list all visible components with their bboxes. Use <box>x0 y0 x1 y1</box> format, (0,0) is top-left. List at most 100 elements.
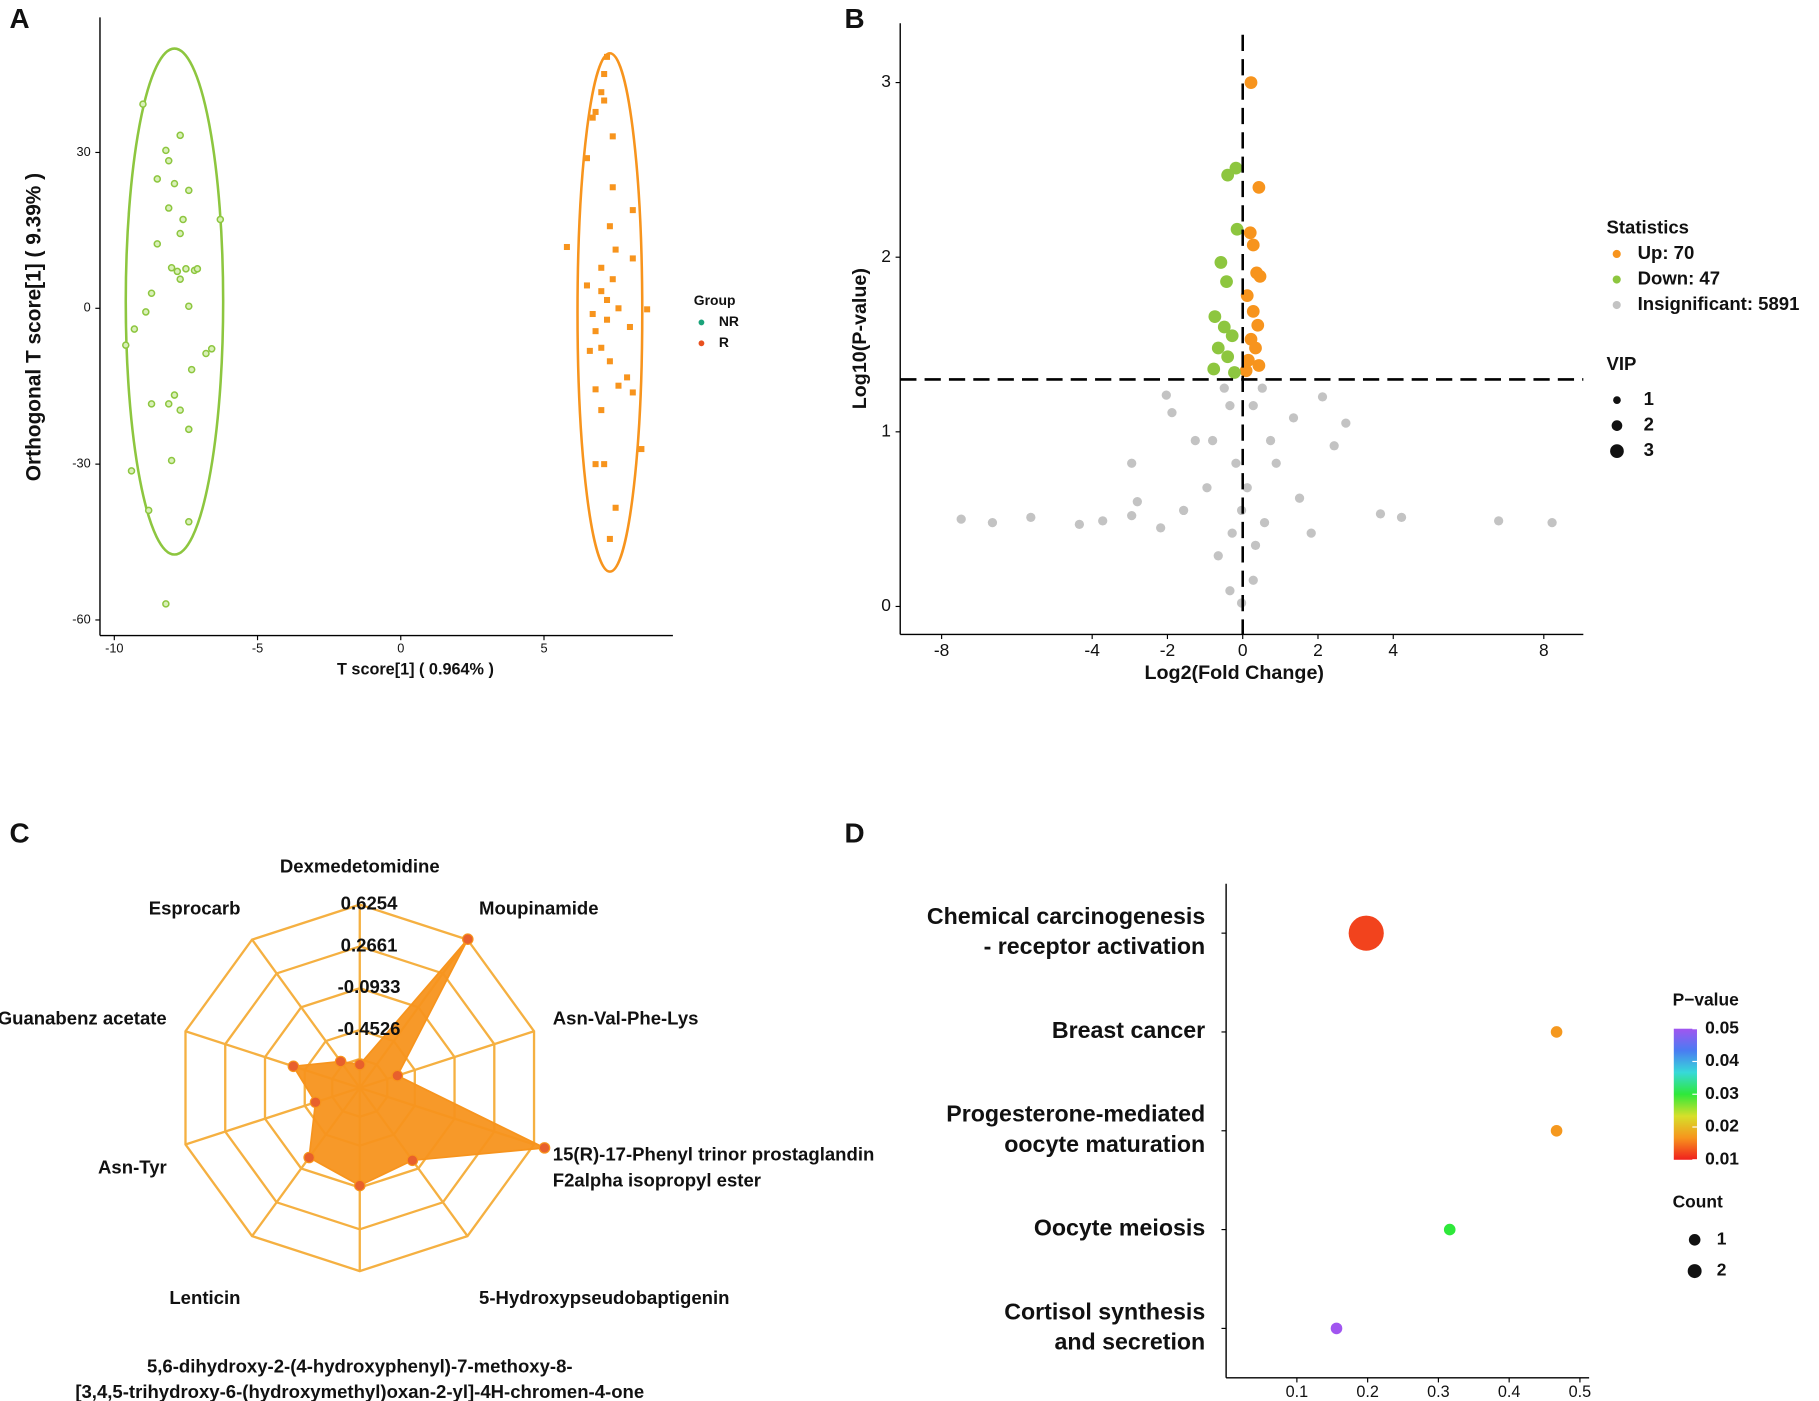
point <box>1167 407 1177 418</box>
point <box>173 267 182 276</box>
point <box>1156 523 1166 533</box>
point <box>1208 310 1222 323</box>
legend-swatch <box>1612 300 1621 310</box>
category-label: Cortisol synthesis and secretion <box>1004 1298 1205 1354</box>
y-tick-label: 0 <box>881 595 891 615</box>
point <box>601 97 608 104</box>
point <box>601 71 608 78</box>
point <box>1225 329 1239 343</box>
point <box>176 131 184 140</box>
category-label: Dexmedetomidine <box>280 855 440 876</box>
x-tick-label: -2 <box>1160 640 1175 660</box>
point <box>1288 413 1299 423</box>
radar-point <box>287 1060 300 1073</box>
point <box>598 288 605 295</box>
x-tick-label: 8 <box>1539 640 1549 660</box>
x-tick-label: 0.2 <box>1356 1383 1379 1401</box>
point <box>604 296 611 303</box>
point <box>164 204 173 212</box>
legend-swatch <box>698 319 705 326</box>
panel-label: C <box>10 817 30 848</box>
category-label: Asn-Tyr <box>98 1156 167 1177</box>
y-tick-label: 30 <box>77 144 91 159</box>
radar-point <box>391 1069 404 1082</box>
point <box>606 535 613 542</box>
point <box>612 504 619 511</box>
point <box>185 186 193 195</box>
point <box>1341 418 1351 428</box>
point <box>1494 516 1504 526</box>
legend-swatch <box>1612 249 1621 259</box>
confidence-ellipse <box>124 47 225 556</box>
size-swatch <box>1611 420 1623 431</box>
y-tick-label: -60 <box>72 611 90 626</box>
bubble <box>1330 1322 1343 1335</box>
point <box>1271 458 1281 468</box>
point <box>1248 400 1258 411</box>
point <box>1213 551 1223 561</box>
point <box>624 374 631 381</box>
x-tick-label: 0 <box>397 640 404 655</box>
point <box>1306 528 1316 538</box>
y-tick-label: 2 <box>881 246 891 266</box>
point <box>147 289 156 297</box>
point <box>1250 540 1261 550</box>
x-tick-label: 0.5 <box>1569 1383 1592 1401</box>
x-tick-label: -4 <box>1084 640 1100 660</box>
size-label: 3 <box>1644 439 1654 460</box>
point <box>615 305 622 312</box>
point <box>1317 392 1328 402</box>
point <box>1246 304 1260 318</box>
point <box>1329 441 1339 451</box>
point <box>589 114 596 121</box>
point <box>592 386 599 393</box>
x-tick-label: -10 <box>105 640 123 655</box>
size-legend-title: VIP <box>1607 353 1637 374</box>
point <box>167 456 176 465</box>
point <box>604 316 611 323</box>
point <box>612 246 619 253</box>
point <box>1244 76 1258 89</box>
point <box>1207 362 1221 376</box>
colorbar-tick-label: 0.03 <box>1705 1083 1739 1103</box>
point <box>598 264 605 271</box>
point <box>583 282 590 289</box>
point <box>153 240 162 248</box>
y-tick-label: 3 <box>881 71 891 91</box>
category-label: 15(R)-17-Phenyl trinor prostaglandin F2al… <box>553 1144 875 1191</box>
size-swatch <box>1688 1233 1701 1246</box>
point <box>1242 483 1252 493</box>
x-tick-label: 0 <box>1238 640 1248 660</box>
colorbar-tick-label: 0.05 <box>1705 1017 1739 1037</box>
point <box>609 133 616 140</box>
point <box>592 328 599 335</box>
point <box>144 506 153 515</box>
size-swatch <box>1687 1264 1702 1279</box>
point <box>1257 383 1267 393</box>
size-label: 1 <box>1644 388 1654 409</box>
radar-point <box>303 1151 315 1164</box>
point <box>1227 528 1237 538</box>
point <box>182 265 190 273</box>
legend-label: Up: 70 <box>1638 242 1695 263</box>
point <box>1202 483 1212 493</box>
point <box>179 215 187 224</box>
y-axis-label: Orthogonal T score[1] ( 9.39% ) <box>23 173 46 481</box>
y-tick-label: 1 <box>881 420 891 440</box>
point <box>1547 517 1557 528</box>
point <box>1248 575 1258 585</box>
point <box>1225 400 1235 411</box>
point <box>626 323 633 331</box>
point <box>1219 383 1229 393</box>
point <box>1221 168 1235 182</box>
category-label: Chemical carcinogenesis - receptor activa… <box>927 903 1205 959</box>
point <box>1375 509 1386 519</box>
colorbar-tick-label: 0.04 <box>1705 1050 1739 1070</box>
x-tick-label: 4 <box>1388 640 1398 660</box>
radar-point <box>353 1058 366 1071</box>
point <box>1211 341 1225 355</box>
size-swatch <box>1610 444 1624 458</box>
point <box>207 345 216 353</box>
point <box>170 391 179 399</box>
bubble <box>1550 1124 1563 1137</box>
